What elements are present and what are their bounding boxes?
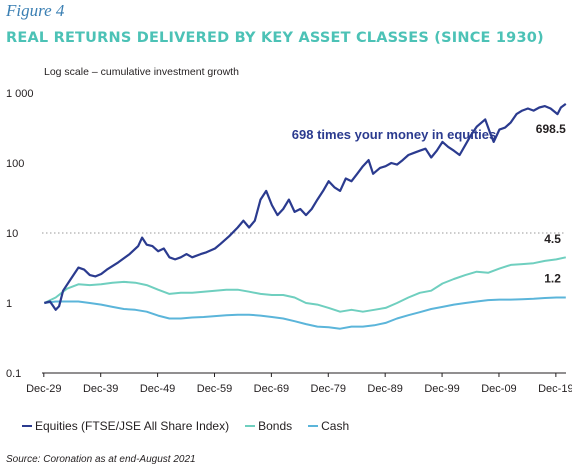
y-tick-label: 1 <box>6 298 12 310</box>
annotation-bonds_end: 4.5 <box>544 232 561 246</box>
x-tick-label: Dec-59 <box>197 383 232 395</box>
x-tick-label: Dec-19 <box>538 383 572 395</box>
x-tick-label: Dec-89 <box>367 383 402 395</box>
y-tick-label: 100 <box>6 158 24 170</box>
legend-swatch-equities <box>22 424 32 428</box>
series-line-bonds <box>43 256 567 313</box>
source-note: Source: Coronation as at end-August 2021 <box>6 454 196 465</box>
series-line-cash <box>44 296 566 330</box>
x-tick-label: Dec-29 <box>26 383 61 395</box>
x-tick-label: Dec-09 <box>481 383 516 395</box>
chart-axes: 0.1 1 10 100 1 000 Dec-29 Dec-39 Dec-49 Dec-59 De… <box>6 88 572 395</box>
annotation-headline: 698 times your money in equities <box>292 127 496 142</box>
chart-title: REAL RETURNS DELIVERED BY KEY ASSET CLAS… <box>6 30 544 46</box>
chart-annotations: 698 times your money in equities 698.5 4.5… <box>292 122 566 286</box>
legend-label-equities: Equities (FTSE/JSE All Share Index) <box>35 419 230 433</box>
legend-swatch-bonds <box>245 424 256 428</box>
annotation-cash_end: 1.2 <box>544 272 561 286</box>
x-tick-label: Dec-99 <box>424 383 459 395</box>
y-tick-label: 10 <box>6 228 18 240</box>
legend-label-bonds: Bonds <box>258 419 293 433</box>
figure-label: Figure 4 <box>6 1 65 20</box>
x-tick-label: Dec-39 <box>83 383 118 395</box>
x-tick-label: Dec-49 <box>140 383 175 395</box>
legend-item-equities: Equities (FTSE/JSE All Share Index) <box>22 419 229 433</box>
annotation-equities_end: 698.5 <box>536 122 566 136</box>
legend-item-cash: Cash <box>308 419 349 433</box>
y-tick-label: 1 000 <box>6 88 34 100</box>
y-tick-label: 0.1 <box>6 368 21 380</box>
x-tick-label: Dec-69 <box>254 383 289 395</box>
legend-item-bonds: Bonds <box>245 419 292 433</box>
legend-label-cash: Cash <box>321 419 350 433</box>
scale-note: Log scale – cumulative investment growth <box>44 66 239 78</box>
chart-series <box>43 103 567 330</box>
x-tick-label: Dec-79 <box>311 383 346 395</box>
chart-legend: Equities (FTSE/JSE All Share Index) Bond… <box>22 419 365 433</box>
legend-swatch-cash <box>308 424 319 428</box>
series-line-equities <box>44 103 567 311</box>
